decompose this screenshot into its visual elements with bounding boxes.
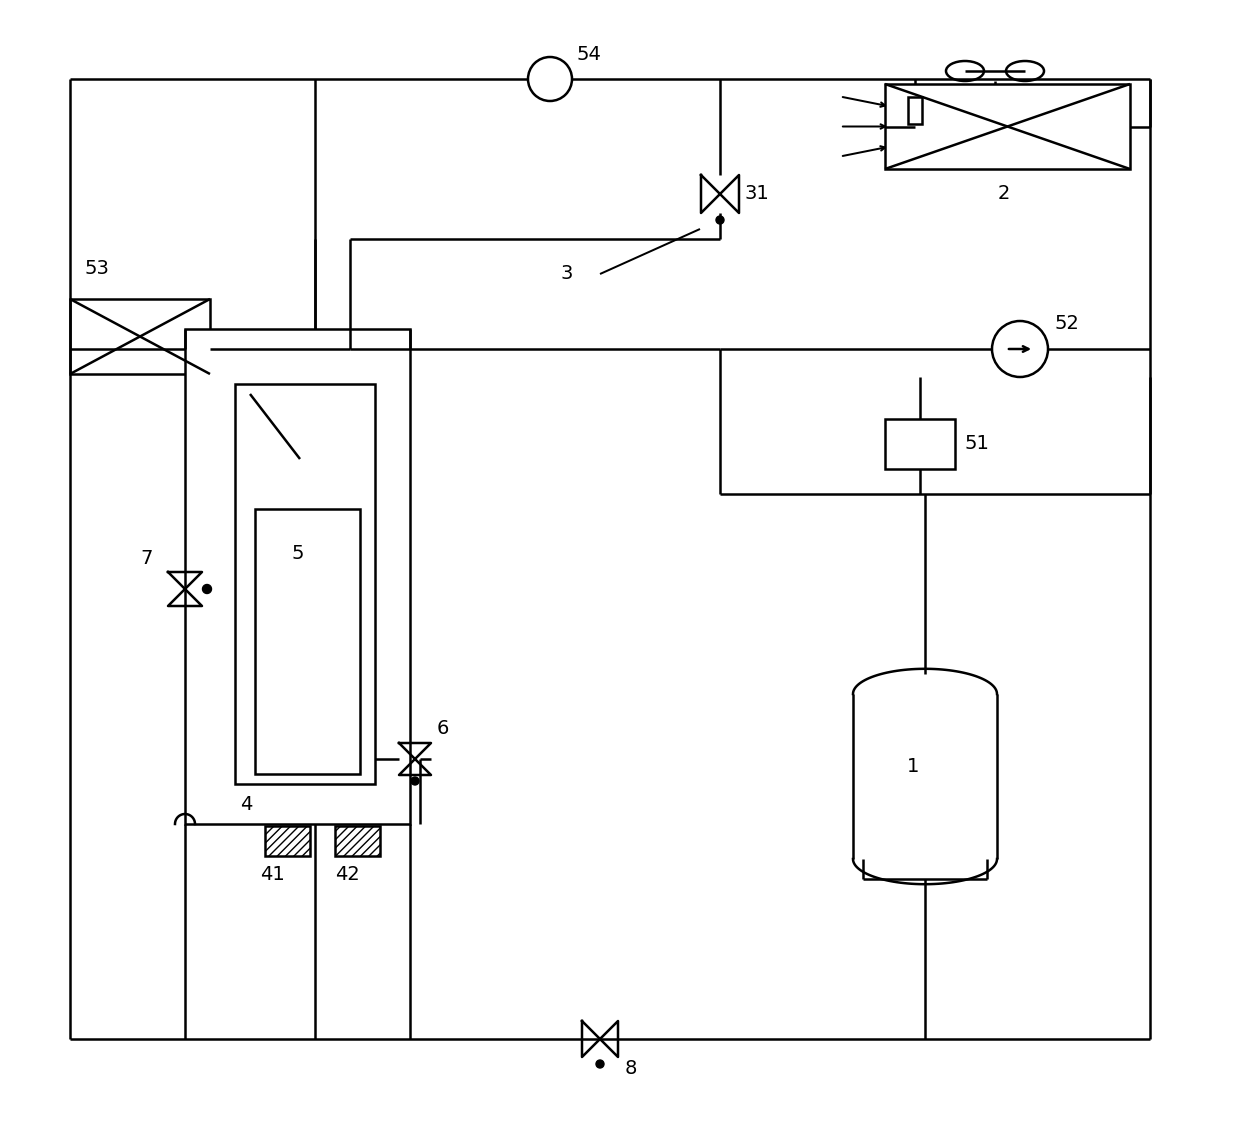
Text: 41: 41 — [260, 865, 285, 884]
Text: 53: 53 — [86, 260, 110, 279]
Text: 52: 52 — [1055, 315, 1080, 333]
Text: 5: 5 — [291, 544, 304, 563]
Text: 1: 1 — [906, 758, 919, 776]
Circle shape — [715, 216, 724, 224]
Bar — [236, 384, 374, 784]
Bar — [69, 299, 210, 374]
Bar — [908, 97, 923, 124]
Ellipse shape — [1006, 61, 1044, 81]
Text: 42: 42 — [335, 865, 360, 884]
Text: 51: 51 — [965, 435, 990, 454]
Ellipse shape — [946, 61, 985, 81]
Circle shape — [410, 777, 419, 785]
Bar — [185, 329, 410, 824]
Text: 6: 6 — [436, 719, 449, 738]
Bar — [335, 826, 379, 856]
Bar — [265, 826, 310, 856]
Bar — [885, 419, 955, 469]
Circle shape — [202, 585, 212, 594]
Text: 7: 7 — [140, 550, 153, 569]
Bar — [255, 509, 360, 774]
Bar — [885, 84, 1130, 169]
Circle shape — [992, 321, 1048, 377]
Text: 8: 8 — [625, 1059, 637, 1078]
Text: 3: 3 — [560, 264, 573, 283]
Circle shape — [528, 56, 572, 100]
Text: 54: 54 — [577, 44, 601, 63]
Text: 31: 31 — [745, 184, 770, 203]
Text: 4: 4 — [241, 795, 253, 814]
Circle shape — [596, 1060, 604, 1068]
Text: 2: 2 — [997, 184, 1009, 203]
